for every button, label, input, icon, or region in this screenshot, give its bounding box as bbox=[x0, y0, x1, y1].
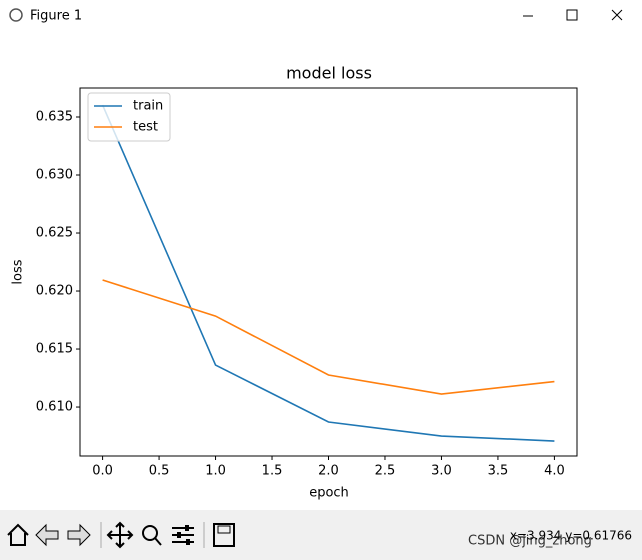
zoom-button[interactable] bbox=[142, 525, 162, 546]
legend-label: train bbox=[133, 99, 163, 114]
home-button[interactable] bbox=[7, 523, 29, 546]
pan-button[interactable] bbox=[106, 521, 134, 549]
series-line bbox=[102, 279, 555, 395]
x-tick-label: 3.5 bbox=[488, 464, 509, 479]
y-tick-label: 0.630 bbox=[36, 168, 73, 183]
y-tick-label: 0.610 bbox=[36, 400, 73, 415]
x-tick-label: 2.0 bbox=[318, 464, 339, 479]
x-tick-label: 0.0 bbox=[92, 464, 113, 479]
legend-label: test bbox=[133, 120, 158, 135]
chart-title: model loss bbox=[286, 64, 372, 83]
watermark: CSDN @jing_zhong bbox=[468, 534, 592, 549]
y-tick-label: 0.625 bbox=[36, 226, 73, 241]
forward-button[interactable] bbox=[67, 523, 91, 547]
y-tick-label: 0.620 bbox=[36, 284, 73, 299]
x-tick-label: 0.5 bbox=[149, 464, 170, 479]
cursor-coordinates: x=3.934 y=0.61766 bbox=[510, 529, 632, 543]
x-tick-label: 4.0 bbox=[544, 464, 565, 479]
back-button[interactable] bbox=[35, 523, 59, 547]
x-tick-label: 3.0 bbox=[431, 464, 452, 479]
x-tick-label: 1.5 bbox=[262, 464, 283, 479]
app-icon bbox=[9, 8, 23, 22]
y-tick-label: 0.635 bbox=[36, 110, 73, 125]
y-tick-label: 0.615 bbox=[36, 342, 73, 357]
maximize-button[interactable] bbox=[566, 9, 578, 21]
x-tick-label: 1.0 bbox=[205, 464, 226, 479]
save-button[interactable] bbox=[213, 523, 235, 547]
y-axis-label: loss bbox=[11, 259, 26, 284]
legend-box bbox=[87, 92, 171, 142]
close-button[interactable] bbox=[611, 9, 623, 21]
window-title: Figure 1 bbox=[30, 9, 82, 24]
x-axis-label: epoch bbox=[309, 486, 349, 501]
series-line bbox=[101, 104, 555, 442]
configure-button[interactable] bbox=[172, 525, 194, 545]
x-tick-label: 2.5 bbox=[375, 464, 396, 479]
